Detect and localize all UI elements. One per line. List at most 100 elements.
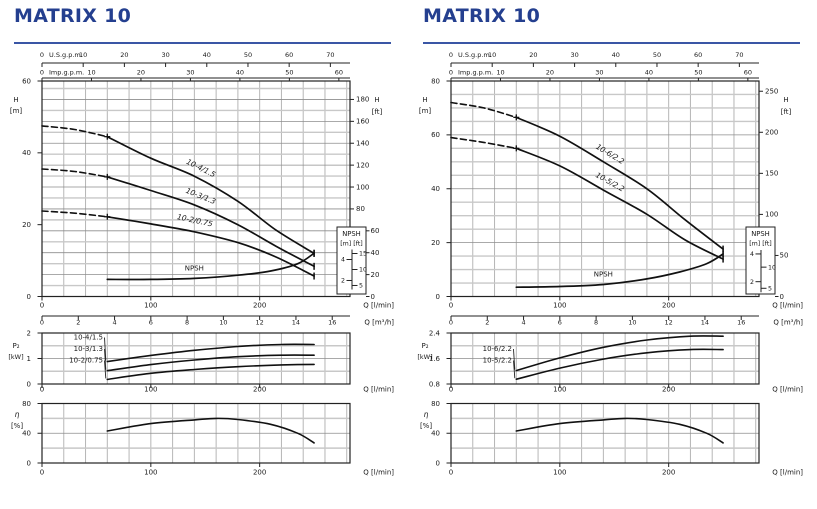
head-y-left-unit: H — [422, 96, 427, 104]
head-grid — [42, 81, 350, 297]
head-y-axis-left: 0 20 40 60 H [m] — [10, 77, 42, 301]
flow-m3h-tick-label: 4 — [521, 319, 525, 327]
head-m-tick-label: 80 — [431, 77, 440, 85]
power-kw-tick-label: 1.6 — [429, 355, 441, 363]
head-curve-10-4-1-5-dashed — [41, 125, 109, 138]
us-gpm-tick-label: 70 — [326, 51, 334, 59]
power-kw-tick-label: 2.4 — [429, 329, 441, 337]
head-y-left-unit: H — [13, 96, 18, 104]
power-curve-10-6-2-2 — [515, 335, 724, 372]
flow-lmin-unit: Q [l/min] — [363, 302, 394, 310]
us-gpm-axis-label: U.S.g.p.m. — [458, 51, 492, 59]
head-ft-tick-label: 150 — [765, 170, 778, 178]
pump-panel-2: MATRIX 10 0 10 20 30 40 50 60 70 U.S.g.p.m. 0 10 20… — [409, 0, 817, 509]
power-y-unit: P₂ — [421, 342, 428, 350]
us-gpm-tick-label: 10 — [488, 51, 496, 59]
imp-gpm-tick-label: 50 — [285, 69, 293, 77]
power-chart: 0 1 2 P₂ [kW] 10-4/1.5 10-3/1.3 10-2/0.75 0 100 20… — [8, 329, 394, 393]
head-ft-tick-label: 80 — [356, 205, 365, 213]
head-curve-10-6-2-2 — [515, 116, 724, 250]
head-curve-10-4-1-5 — [106, 135, 315, 255]
flow-m3h-tick-label: 6 — [149, 319, 153, 327]
flow-m3h-tick-label: 14 — [292, 319, 300, 327]
panel-title: MATRIX 10 — [14, 5, 132, 27]
top-flow-axes: 0 10 20 30 40 50 60 70 U.S.g.p.m. 0 10 20 30 40 50 60 Im… — [449, 51, 759, 82]
efficiency-x-unit: Q [l/min] — [772, 469, 803, 477]
head-m-tick-label: 0 — [27, 293, 31, 301]
npsh-inset-ft-tick: 5 — [768, 285, 772, 292]
imp-gpm-axis-label: Imp.g.p.m. — [49, 69, 84, 77]
efficiency-y-unit: η — [15, 410, 20, 419]
head-ft-tick-label: 50 — [780, 252, 789, 260]
head-curve-10-5-2-2 — [515, 147, 724, 260]
npsh-inset-ft-tick: 10 — [768, 264, 776, 271]
efficiency-curve — [515, 417, 724, 444]
npsh-inset: NPSH [m] [ft] 2 4 5 10 15 — [336, 226, 367, 295]
flow-m3h-tick-label: 10 — [219, 319, 227, 327]
npsh-inset: NPSH [m] [ft] 2 4 5 10 — [745, 226, 776, 295]
flow-m3h-unit: Q [m³/h] — [364, 319, 394, 327]
power-curve-10-2-0-75 — [106, 363, 315, 381]
head-ft-tick-label: 0 — [780, 293, 784, 301]
us-gpm-tick-label: 60 — [694, 51, 702, 59]
flow-m3h-tick-label: 16 — [328, 319, 336, 327]
flow-m3h-tick-label: 4 — [112, 319, 116, 327]
us-gpm-tick-label: 10 — [79, 51, 87, 59]
title-divider — [14, 42, 391, 44]
imp-gpm-tick-label: 10 — [87, 69, 95, 77]
imp-gpm-tick-label: 20 — [137, 69, 145, 77]
title-divider — [423, 42, 800, 44]
head-ft-tick-label: 20 — [371, 271, 380, 279]
flow-m3h-tick-label: 12 — [256, 319, 264, 327]
imp-gpm-tick-label: 30 — [595, 69, 603, 77]
head-y-axis-right: 0 20 40 60 80 100 120 140 160 180 H [ft] — [350, 96, 383, 301]
us-gpm-tick-label: 20 — [120, 51, 128, 59]
head-curves: 10-4/1.510-3/1.310-2/0.75 — [41, 125, 315, 280]
head-curve-10-2-0-75-dashed — [41, 210, 109, 218]
head-curve-10-3-1-3 — [106, 176, 315, 268]
imp-gpm-tick-label: 0 — [40, 69, 44, 77]
flow-lmin-tick-label: 200 — [662, 302, 675, 310]
head-x-axis: 0 100 200 Q [l/min] — [449, 296, 803, 310]
head-ft-tick-label: 60 — [371, 227, 380, 235]
head-m-tick-label: 20 — [431, 239, 440, 247]
efficiency-curve — [106, 417, 315, 444]
imp-gpm-tick-label: 40 — [645, 69, 653, 77]
power-x-tick-label: 200 — [253, 386, 266, 394]
efficiency-x-tick-label: 200 — [253, 469, 266, 477]
flow-m3h-tick-label: 8 — [185, 319, 189, 327]
head-m-tick-label: 20 — [22, 221, 31, 229]
us-gpm-tick-label: 70 — [735, 51, 743, 59]
power-kw-tick-label: 2 — [27, 329, 31, 337]
head-ft-tick-label: 100 — [356, 183, 369, 191]
imp-gpm-tick-label: 10 — [496, 69, 504, 77]
head-m-tick-label: 60 — [22, 77, 31, 85]
efficiency-x-tick-label: 100 — [553, 469, 566, 477]
power-curve-label-10-5-2-2: 10-5/2.2 — [483, 357, 512, 365]
flow-lmin-tick-label: 200 — [253, 302, 266, 310]
us-gpm-tick-label: 50 — [244, 51, 252, 59]
head-grid — [451, 81, 759, 297]
head-ft-tick-label: 250 — [765, 88, 778, 96]
head-curve-10-6-2-2-dashed — [450, 101, 518, 119]
us-gpm-tick-label: 0 — [449, 51, 453, 59]
power-curve-10-4-1-5 — [106, 343, 315, 363]
power-curve-label-10-3-1-3: 10-3/1.3 — [74, 345, 103, 353]
head-curve-10-5-2-2-dashed — [450, 136, 518, 150]
flow-m3h-unit: Q [m³/h] — [773, 319, 803, 327]
pump-curves-chart-2: 0 10 20 30 40 50 60 70U.S.g.p.m.0 10 20 30 40 50 60Im… — [417, 51, 803, 477]
efficiency-chart: 0 40 80η [%] 0 100 200 Q [l/min] — [420, 400, 803, 477]
npsh-inset-m-tick: 2 — [750, 279, 754, 286]
head-x-axis: 0 100 200 Q [l/min] — [40, 296, 394, 310]
power-y-unit: [kW] — [8, 353, 23, 361]
flow-m3h-tick-label: 2 — [485, 319, 489, 327]
power-x-tick-label: 200 — [662, 386, 675, 394]
flow-m3h-tick-label: 10 — [628, 319, 636, 327]
imp-gpm-axis-label: Imp.g.p.m. — [458, 69, 493, 77]
flow-m3h-tick-label: 14 — [701, 319, 709, 327]
m3h-axis: 0 2 4 6 8 10 12 14 16 Q [m³/h] — [40, 315, 394, 327]
head-curve-label-10-6-2-2: 10-6/2.2 — [594, 142, 626, 166]
npsh-curve-label: NPSH — [185, 264, 204, 272]
head-ft-tick-label: 180 — [356, 96, 369, 104]
